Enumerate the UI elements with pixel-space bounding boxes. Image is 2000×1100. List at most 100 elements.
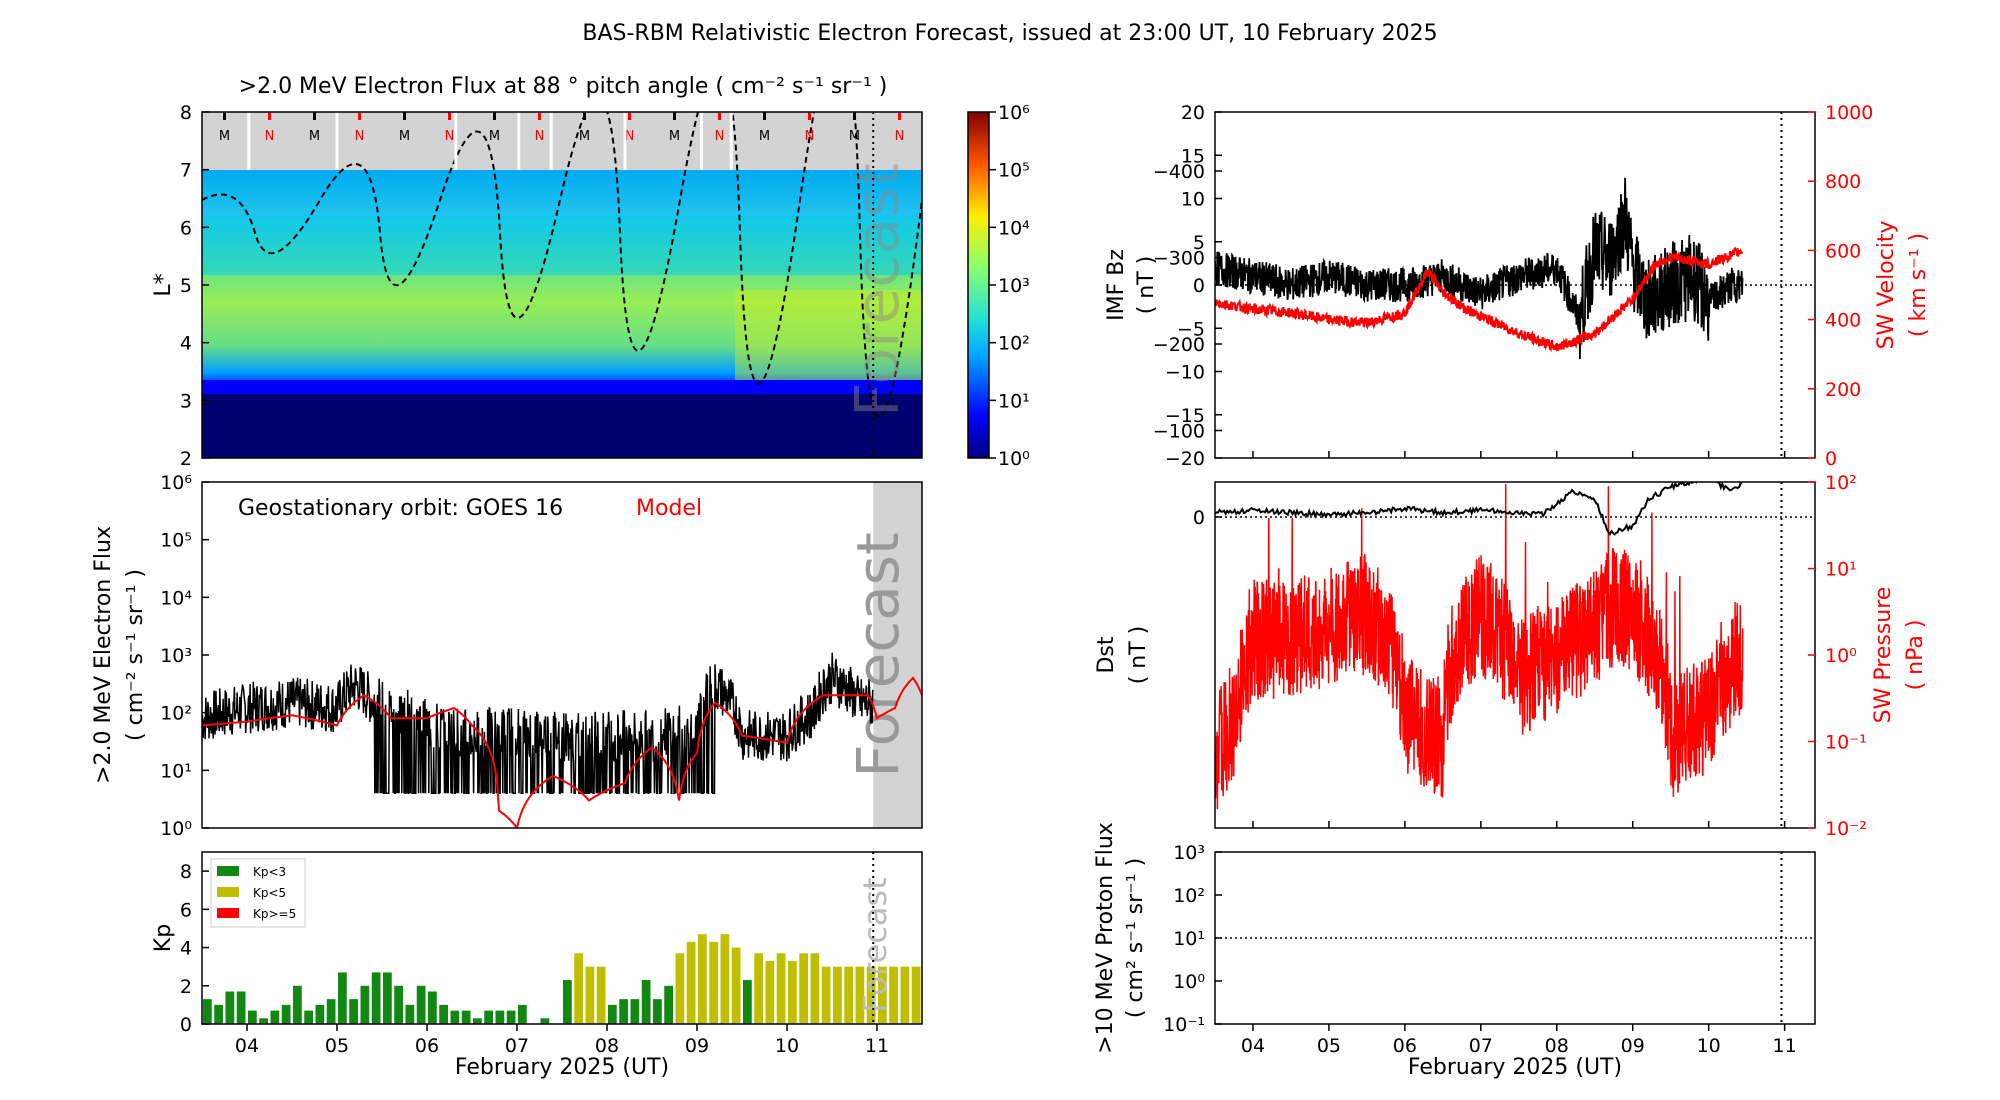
kp-bar (608, 1004, 617, 1024)
y-tick-label: −10 (1165, 362, 1205, 384)
y-tick-label: 10² (1173, 885, 1205, 907)
colorbar-tick-label: 10⁶ (998, 102, 1030, 124)
mn-marker-label: M (399, 129, 410, 144)
y-tick-label: −15 (1165, 405, 1205, 427)
kp-bar (270, 1010, 280, 1024)
y-tick-label: 4 (180, 938, 192, 960)
y-tick-label: −100 (1153, 421, 1205, 443)
right-xlabel: February 2025 (UT) (1408, 1055, 1622, 1080)
flux-map-title: >2.0 MeV Electron Flux at 88 ° pitch ang… (239, 74, 888, 99)
imf-bz-line (1215, 177, 1744, 360)
map-y-axis: 2 3 4 5 6 7 8 (180, 102, 209, 470)
sw-velocity-series (1215, 246, 1744, 353)
dst-right-ylabel-1: SW Pressure (1871, 587, 1896, 724)
colorbar-tick-label: 10¹ (998, 390, 1030, 412)
imf-bz-series (1215, 177, 1744, 360)
kp-bar (540, 1018, 550, 1024)
colorbar-ticks: 10⁰ 10¹ 10² 10³ 10⁴ 10⁵ 10⁶ (989, 102, 1030, 470)
geo-flux-panel: Forecast 10⁰ 10¹ 10² 10³ 10⁴ 10⁵ 10⁶ Geostatio… (91, 472, 923, 840)
sw-velocity-line (1215, 246, 1744, 353)
x-tick-label: 05 (1317, 1035, 1341, 1057)
y-tick-label: 5 (1193, 232, 1205, 254)
y-tick-label: 10⁰ (1825, 645, 1857, 667)
imf-panel: −20 −15 −10 −5 0 5 10 15 20 0 200 400 600 800 1000 IM… (1104, 102, 1931, 470)
dst-ylabel-1: Dst (1094, 636, 1119, 673)
colorbar-tick-label: 10² (998, 333, 1030, 355)
y-tick-label: 15 (1181, 145, 1205, 167)
kp-bar (225, 991, 235, 1024)
kp-bar (473, 1018, 482, 1024)
kp-bar (574, 953, 583, 1024)
geo-forecast-band (873, 482, 922, 828)
kp-bar (349, 999, 358, 1024)
kp-bar (900, 966, 910, 1024)
y-tick-label: 400 (1825, 310, 1861, 332)
kp-bar (889, 966, 898, 1024)
goes-observation-series (202, 652, 874, 795)
kp-bar (720, 934, 730, 1024)
y-tick-label: 10⁰ (160, 818, 192, 840)
kp-bar (686, 941, 696, 1024)
sw-pressure-series (1215, 483, 1744, 810)
colorbar: 10⁰ 10¹ 10² 10³ 10⁴ 10⁵ 10⁶ (967, 102, 1030, 470)
kp-ylabel: Kp (151, 924, 176, 952)
kp-legend-swatch-green (217, 866, 239, 876)
kp-frame (201, 851, 923, 1025)
geo-y-axis: 10⁰ 10¹ 10² 10³ 10⁴ 10⁵ 10⁶ (160, 472, 209, 840)
kp-bar (743, 980, 752, 1024)
kp-forecast-watermark: Forecast (856, 877, 894, 1012)
mn-marker-label: M (759, 129, 770, 144)
y-tick-label: 2 (180, 448, 192, 470)
kp-bar (754, 953, 763, 1024)
y-tick-label: 6 (180, 899, 192, 921)
imf-right-axis: 0 200 400 600 800 1000 (1808, 102, 1873, 470)
y-tick-label: 10² (160, 703, 192, 725)
kp-bar (664, 985, 673, 1024)
y-tick-label: 0 (1193, 507, 1205, 529)
kp-legend-2: Kp<5 (253, 886, 286, 900)
y-tick-label: −400 (1153, 161, 1205, 183)
x-tick-label: 10 (775, 1035, 799, 1057)
kp-bar (236, 991, 246, 1024)
mn-marker-label: N (895, 129, 905, 144)
kp-bar (698, 934, 707, 1024)
kp-bars (203, 934, 921, 1024)
y-tick-label: −5 (1177, 318, 1205, 340)
kp-bar (844, 966, 853, 1024)
mn-marker-label: N (715, 129, 725, 144)
geo-legend-text: Geostationary orbit: GOES 16 (238, 496, 563, 521)
y-tick-label: 10⁰ (1173, 971, 1205, 993)
proton-ylabel-1: >10 MeV Proton Flux (1093, 822, 1118, 1054)
mn-marker-label: M (219, 129, 230, 144)
kp-bar (203, 999, 212, 1024)
y-tick-label: 2 (180, 976, 192, 998)
kp-bar (315, 1004, 325, 1024)
mn-marker-label: M (309, 129, 320, 144)
x-tick-label: 11 (1773, 1035, 1797, 1057)
y-tick-label: 0 (1193, 275, 1205, 297)
y-tick-label: 10⁻² (1825, 818, 1867, 840)
mn-marker-label: N (625, 129, 635, 144)
left-xlabel: February 2025 (UT) (455, 1055, 669, 1080)
y-tick-label: −200 (1153, 334, 1205, 356)
kp-legend-1: Kp<3 (253, 865, 286, 879)
y-tick-label: 7 (180, 160, 192, 182)
map-ylabel: L* (151, 273, 176, 296)
y-tick-label: 10 (1181, 189, 1205, 211)
kp-bar (248, 1010, 257, 1024)
kp-bar (878, 966, 887, 1024)
kp-x-axis: 04 05 06 07 08 09 10 11 (235, 1024, 889, 1057)
kp-bar (428, 991, 437, 1024)
colorbar-gradient (967, 111, 990, 459)
y-tick-label: 3 (180, 390, 192, 412)
kp-bar (293, 985, 302, 1024)
imf-x-ticks (1252, 451, 1786, 458)
x-tick-label: 06 (415, 1035, 439, 1057)
kp-bar (416, 985, 426, 1024)
geo-ylabel-1: >2.0 MeV Electron Flux (91, 526, 116, 784)
kp-panel: Forecast 0 2 4 6 8 04 05 06 07 08 09 10 11 Kp Kp<3 … (151, 851, 923, 1080)
y-tick-label: 1000 (1825, 102, 1873, 124)
y-tick-label: 6 (180, 217, 192, 239)
x-tick-label: 04 (235, 1035, 259, 1057)
